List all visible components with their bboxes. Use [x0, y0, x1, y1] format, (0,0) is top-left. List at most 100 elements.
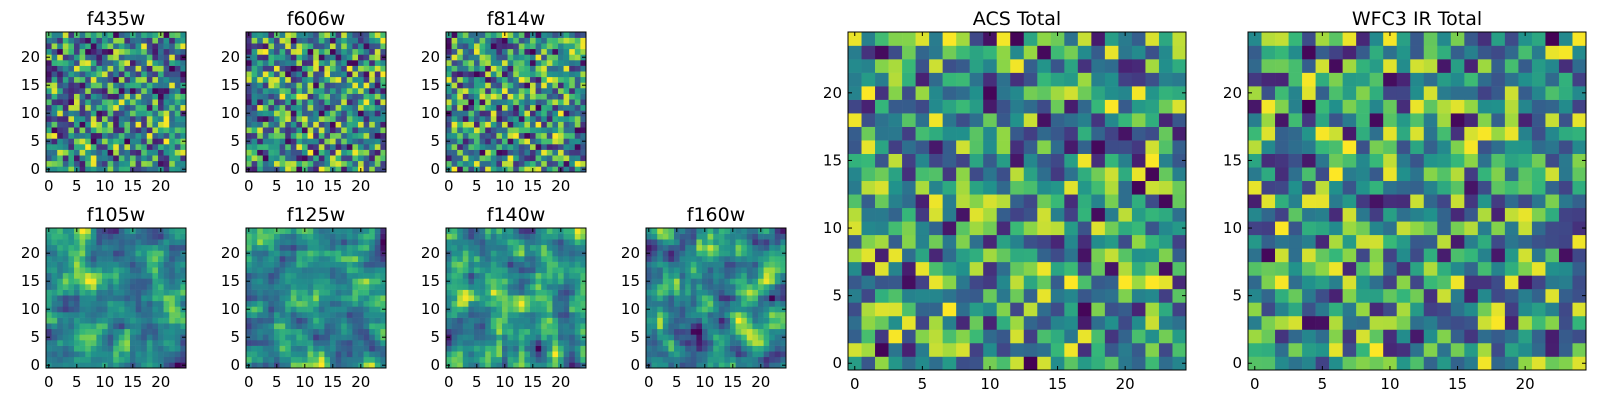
heatmap-cell — [141, 345, 148, 352]
heatmap-cell — [163, 88, 170, 94]
heatmap-cell — [324, 312, 331, 318]
heatmap-cell — [102, 60, 108, 66]
heatmap-cell — [279, 323, 286, 330]
panel-title: f125w — [287, 204, 346, 226]
heatmap-cell — [268, 82, 275, 89]
heatmap-cell — [124, 149, 131, 156]
heatmap-cell — [324, 132, 331, 139]
heatmap-cell — [290, 256, 297, 262]
heatmap-cell — [262, 54, 269, 61]
heatmap-cell — [574, 312, 581, 318]
heatmap-cell — [341, 295, 348, 302]
heatmap-cell — [79, 289, 86, 296]
heatmap-cell — [507, 132, 514, 139]
heatmap-cell — [152, 300, 159, 307]
heatmap-cell — [324, 71, 331, 78]
heatmap-cell — [90, 244, 97, 251]
heatmap-cell — [51, 351, 58, 358]
heatmap-cell — [46, 300, 52, 307]
heatmap-cell — [369, 244, 376, 251]
heatmap-cell — [330, 272, 336, 279]
heatmap-cell — [530, 261, 536, 268]
heatmap-cell — [524, 272, 531, 279]
heatmap-cell — [374, 362, 381, 369]
heatmap-cell — [285, 345, 292, 352]
heatmap-cell — [507, 267, 514, 274]
heatmap-cell — [774, 356, 781, 363]
heatmap-cell — [1104, 194, 1119, 209]
heatmap-cell — [1118, 180, 1133, 195]
heatmap-cell — [535, 306, 542, 313]
heatmap-cell — [513, 250, 520, 257]
heatmap-cell — [85, 76, 92, 83]
heatmap-cell — [552, 48, 559, 55]
heatmap-cell — [307, 121, 314, 128]
heatmap-cell — [1077, 207, 1092, 222]
heatmap-cell — [462, 60, 469, 66]
heatmap-cell — [915, 288, 930, 303]
heatmap-cell — [290, 317, 297, 324]
heatmap-cell — [774, 261, 781, 268]
heatmap-cell — [68, 32, 75, 38]
heatmap-cell — [580, 284, 587, 290]
heatmap-cell — [696, 267, 703, 274]
heatmap-cell — [462, 65, 469, 72]
heatmap-cell — [446, 99, 452, 106]
heatmap-cell — [146, 76, 153, 83]
heatmap-cell — [146, 149, 153, 156]
heatmap-cell — [279, 65, 286, 72]
heatmap-cell — [707, 351, 714, 358]
heatmap-cell — [158, 244, 164, 251]
heatmap-cell — [513, 82, 520, 89]
heatmap-cell — [485, 228, 492, 234]
heatmap-cell — [462, 300, 469, 307]
heatmap-cell — [446, 239, 452, 246]
heatmap-cell — [85, 32, 92, 38]
heatmap-cell — [942, 315, 957, 330]
y-tick-label: 5 — [430, 328, 440, 346]
heatmap-cell — [318, 37, 325, 44]
heatmap-cell — [113, 306, 120, 313]
heatmap-cell — [285, 43, 292, 50]
heatmap-cell — [956, 167, 970, 182]
heatmap-cell — [662, 267, 669, 274]
heatmap-cell — [479, 54, 486, 61]
heatmap-cell — [130, 317, 136, 324]
heatmap-cell — [752, 351, 759, 358]
heatmap-cell — [724, 250, 731, 257]
heatmap-cell — [352, 127, 359, 134]
heatmap-cell — [702, 267, 708, 274]
heatmap-cell — [57, 132, 64, 139]
heatmap-cell — [369, 88, 376, 94]
heatmap-cell — [246, 99, 252, 106]
heatmap-cell — [502, 328, 508, 335]
heatmap-cell — [369, 362, 376, 369]
heatmap-cell — [124, 166, 131, 173]
heatmap-cell — [735, 261, 742, 268]
heatmap-cell — [552, 284, 559, 290]
heatmap-cell — [296, 88, 303, 94]
heatmap-cell — [496, 300, 503, 307]
heatmap-cell — [902, 302, 916, 317]
heatmap-cell — [774, 267, 781, 274]
heatmap-cell — [451, 88, 458, 94]
heatmap-cell — [674, 239, 680, 246]
heatmap-cell — [318, 317, 325, 324]
heatmap-cell — [257, 278, 264, 285]
heatmap-cell — [51, 272, 58, 279]
heatmap-cell — [758, 356, 764, 363]
heatmap-cell — [707, 362, 714, 369]
heatmap-cell — [763, 250, 770, 257]
heatmap-cell — [51, 284, 58, 290]
heatmap-cell — [268, 228, 275, 234]
heatmap-cell — [1037, 234, 1052, 249]
heatmap-cell — [563, 160, 570, 167]
heatmap-cell — [158, 99, 164, 106]
heatmap-cell — [668, 233, 675, 240]
heatmap-cell — [290, 356, 297, 363]
heatmap-cell — [462, 82, 469, 89]
heatmap-cell — [530, 88, 536, 94]
heatmap-cell — [969, 275, 984, 290]
x-tick-label: 5 — [72, 177, 82, 195]
heatmap-cell — [507, 32, 514, 38]
